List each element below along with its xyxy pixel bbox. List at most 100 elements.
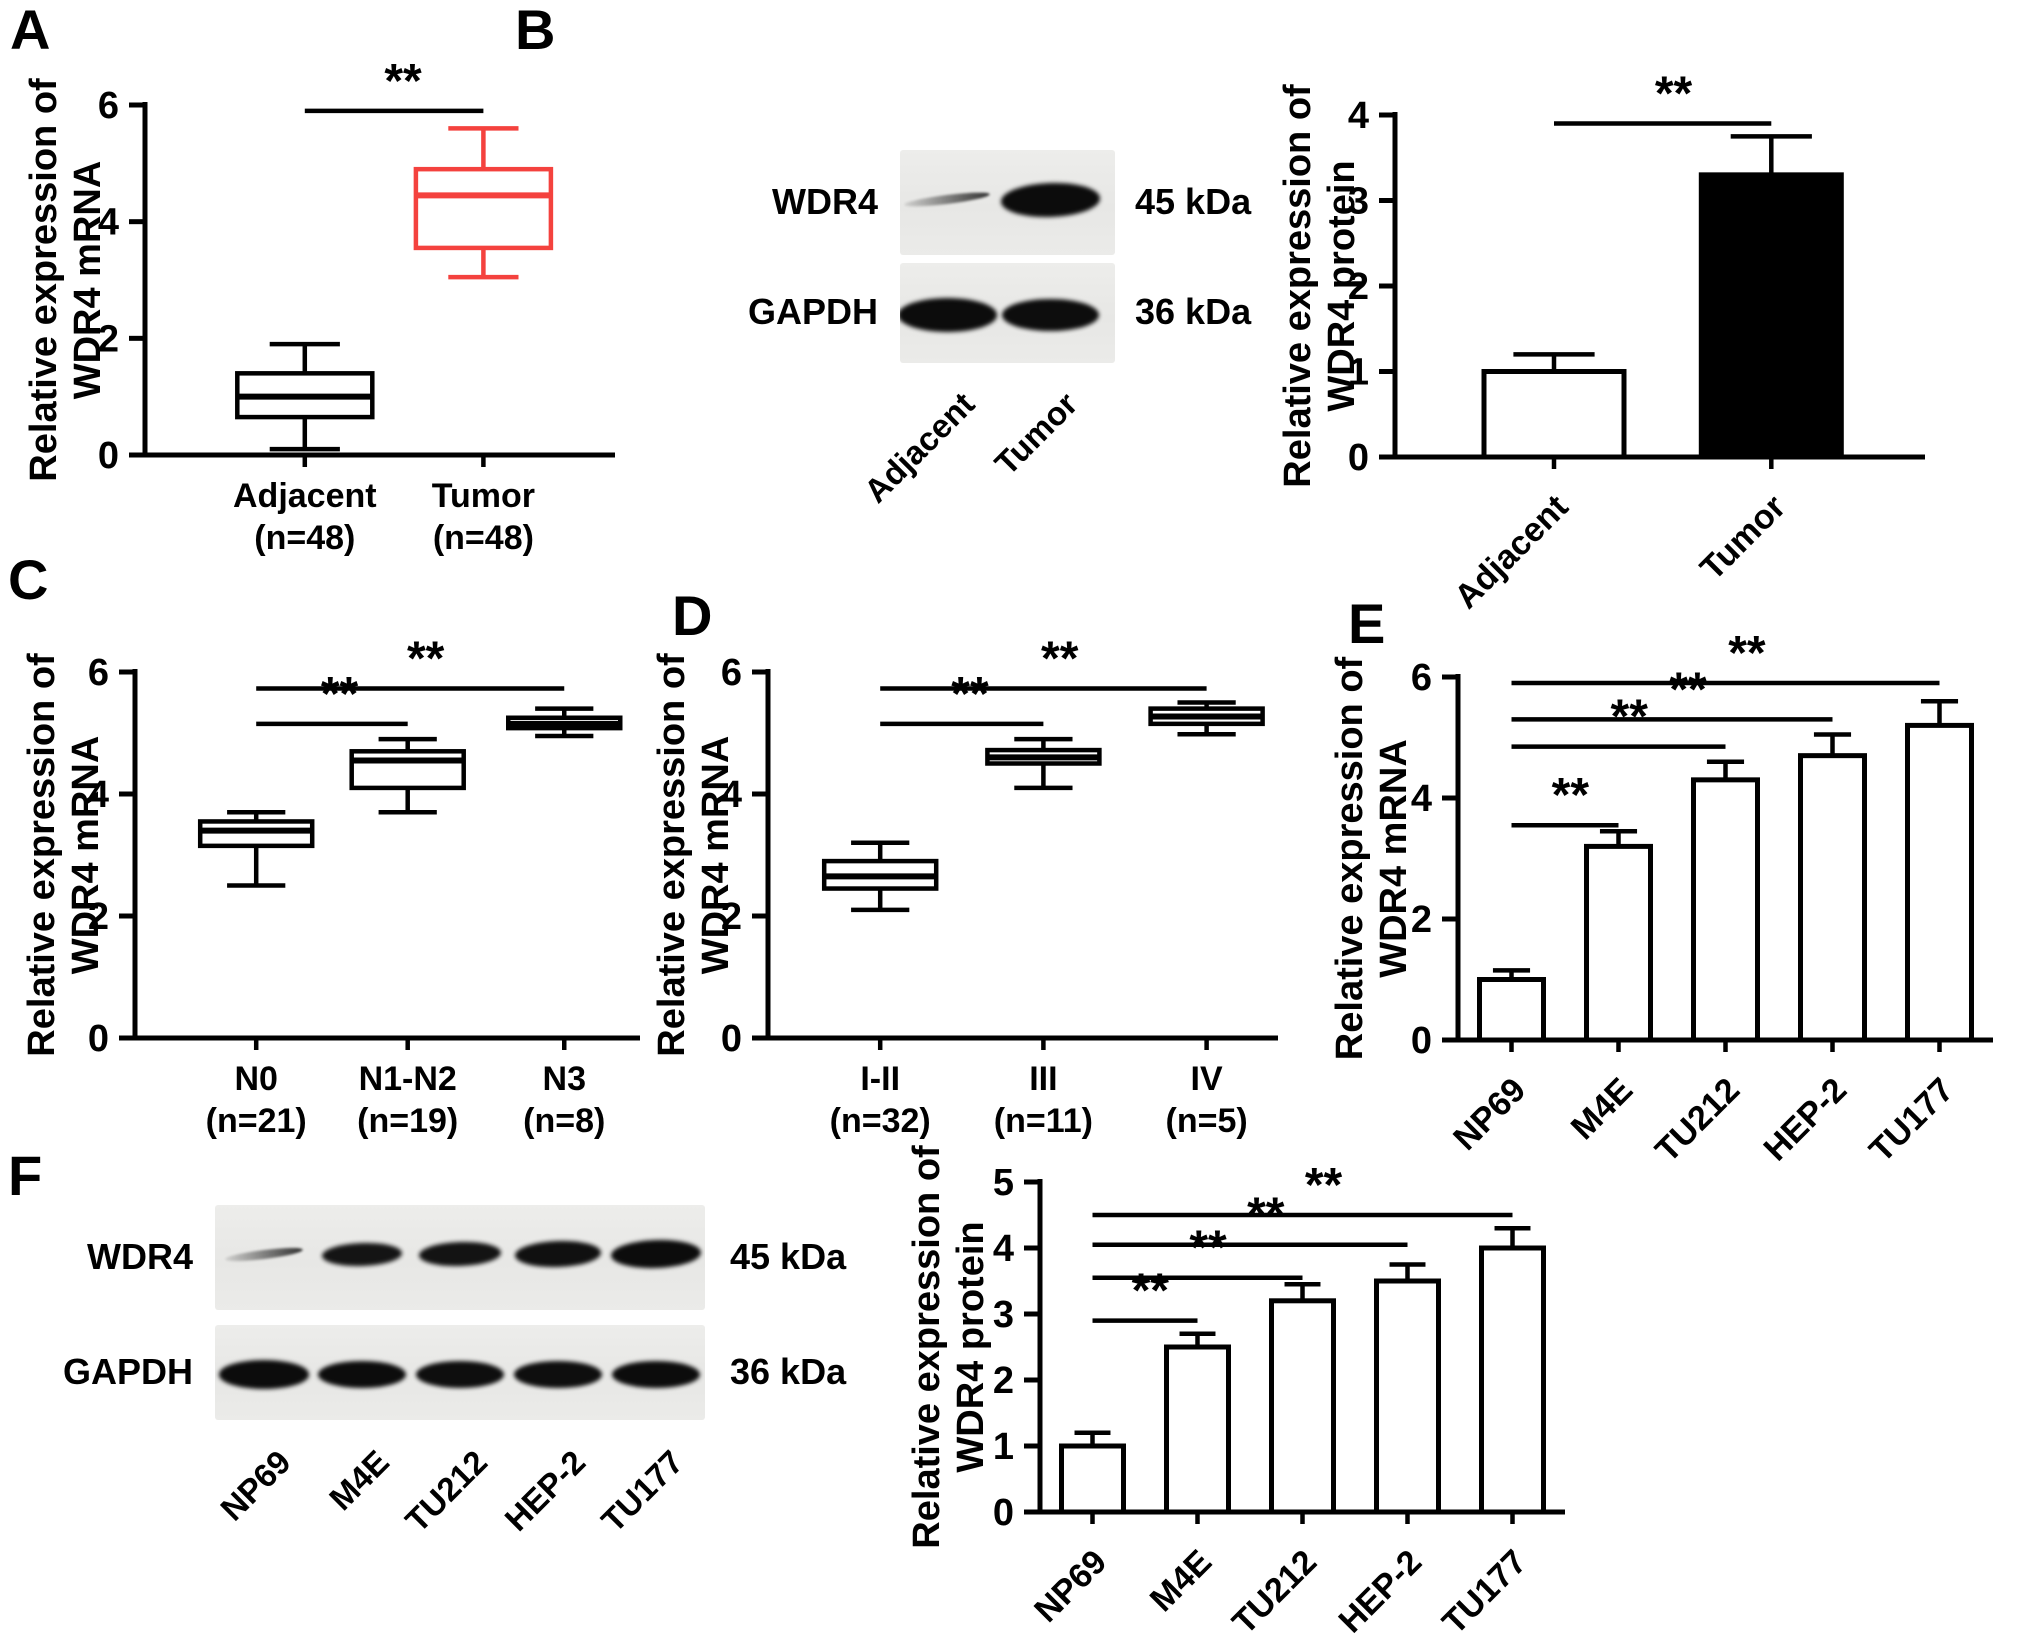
y-tick-label: 2 xyxy=(88,896,109,938)
bar-NP69 xyxy=(1059,1430,1126,1515)
y-axis-title: Relative expression of xyxy=(906,1145,948,1549)
bar-M4E xyxy=(1164,1331,1231,1515)
x-category-label: Tumor xyxy=(432,477,535,515)
blot-protein-label: WDR4 xyxy=(87,1235,193,1277)
blot-lane-label: Tumor xyxy=(987,385,1085,483)
significance-stars: ** xyxy=(384,55,422,108)
y-tick-label: 0 xyxy=(993,1492,1014,1534)
bar-Tumor xyxy=(1698,134,1844,460)
significance-stars: ** xyxy=(1611,691,1649,744)
x-category-label: IV xyxy=(1191,1060,1223,1098)
y-axis-title: Relative expression of xyxy=(1277,84,1319,488)
y-tick-label: 4 xyxy=(721,774,742,816)
y-tick-label: 3 xyxy=(993,1294,1014,1336)
y-tick-label: 0 xyxy=(98,435,119,477)
y-tick-label: 6 xyxy=(1411,657,1432,699)
blot-kda-label: 45 kDa xyxy=(1135,180,1252,222)
x-category-label: NP69 xyxy=(1027,1543,1114,1630)
significance-stars: ** xyxy=(951,668,989,721)
panel-a-boxplot-wdr4-mrna-tissue: 0 2 4 6 Relative expression of WDR4 mRNA Adjac… xyxy=(23,55,615,557)
protein-band xyxy=(418,1240,502,1268)
y-axis-title: WDR4 mRNA xyxy=(67,161,109,400)
y-axis-title: Relative expression of xyxy=(651,653,693,1057)
y-tick-label: 0 xyxy=(88,1018,109,1060)
significance-stars: ** xyxy=(1655,68,1693,121)
y-axis-title: Relative expression of xyxy=(1329,656,1371,1060)
y-tick-label: 4 xyxy=(1348,95,1369,137)
y-axis-title: WDR4 mRNA xyxy=(1373,739,1415,978)
blot-image-gapdh xyxy=(900,263,1115,363)
blot-lane-label: TU177 xyxy=(593,1443,691,1540)
x-category-label: TU212 xyxy=(1648,1071,1747,1170)
box-Adjacent xyxy=(235,341,375,452)
protein-band xyxy=(218,1360,310,1389)
y-axis-title: WDR4 protein xyxy=(1321,160,1363,411)
blot-image-wdr4 xyxy=(900,150,1115,255)
x-category-label: M4E xyxy=(1143,1543,1219,1619)
y-tick-label: 0 xyxy=(1411,1020,1432,1062)
protein-band xyxy=(224,1245,304,1264)
bar-HEP-2 xyxy=(1798,732,1867,1043)
blot-lane-label: M4E xyxy=(322,1443,397,1518)
y-axis-title: WDR4 mRNA xyxy=(695,736,737,975)
x-category-label: HEP-2 xyxy=(1331,1543,1429,1635)
bar-TU177 xyxy=(1479,1225,1546,1515)
y-tick-label: 5 xyxy=(993,1162,1014,1204)
y-tick-label: 2 xyxy=(993,1360,1014,1402)
panel-label-f: F xyxy=(8,1144,43,1207)
protein-band xyxy=(900,298,997,332)
panel-d-boxplot-wdr4-mrna-stage: 0 2 4 6 Relative expression of WDR4 mRNA I-II (… xyxy=(651,632,1278,1140)
box-N1-N2 xyxy=(349,736,466,815)
bar-TU212 xyxy=(1269,1282,1336,1515)
x-category-sublabel: (n=48) xyxy=(433,519,534,557)
y-axis-title: Relative expression of xyxy=(23,78,65,482)
blot-kda-label: 36 kDa xyxy=(730,1350,847,1392)
y-tick-label: 4 xyxy=(88,774,109,816)
box-IV xyxy=(1148,700,1265,737)
significance-stars: ** xyxy=(1132,1265,1170,1318)
y-axis-title: WDR4 protein xyxy=(950,1221,992,1472)
protein-band xyxy=(514,1361,602,1388)
blot-kda-label: 36 kDa xyxy=(1135,291,1252,332)
y-tick-label: 0 xyxy=(1348,437,1369,479)
x-category-sublabel: (n=19) xyxy=(357,1102,458,1140)
bar-TU212 xyxy=(1691,759,1760,1043)
x-category-label: TU212 xyxy=(1225,1543,1324,1635)
y-tick-label: 2 xyxy=(1348,266,1369,308)
panel-c-boxplot-wdr4-mrna-nstage: 0 2 4 6 Relative expression of WDR4 mRNA N0 (n=… xyxy=(21,632,640,1140)
x-category-label: Tumor xyxy=(1693,488,1793,588)
blot-lane-label: HEP-2 xyxy=(497,1443,593,1538)
x-category-sublabel: (n=8) xyxy=(523,1102,605,1140)
y-tick-label: 4 xyxy=(1411,778,1432,820)
x-category-sublabel: (n=11) xyxy=(994,1102,1093,1140)
blot-image-gapdh xyxy=(215,1325,705,1420)
significance-stars: ** xyxy=(1305,1159,1343,1212)
box-N3 xyxy=(506,706,623,739)
y-tick-label: 2 xyxy=(1411,899,1432,941)
protein-band xyxy=(904,189,991,210)
panel-label-d: D xyxy=(672,584,713,647)
protein-band xyxy=(1002,298,1099,332)
x-category-label: Adjacent xyxy=(233,477,377,515)
box-N0 xyxy=(197,810,315,888)
x-category-label: TU177 xyxy=(1862,1071,1961,1170)
y-tick-label: 6 xyxy=(721,652,742,694)
protein-band xyxy=(317,1360,407,1389)
significance-stars: ** xyxy=(1669,663,1707,716)
y-axis-title: WDR4 mRNA xyxy=(65,736,107,975)
significance-stars: ** xyxy=(321,668,359,721)
x-category-sublabel: (n=48) xyxy=(254,519,355,557)
x-category-sublabel: (n=5) xyxy=(1166,1102,1248,1140)
box-I-II xyxy=(821,840,939,913)
blot-lane-label: NP69 xyxy=(213,1443,299,1528)
bar-HEP-2 xyxy=(1374,1262,1441,1515)
bar-M4E xyxy=(1584,829,1653,1043)
x-category-label: I-II xyxy=(860,1060,900,1098)
x-category-label: III xyxy=(1029,1060,1057,1098)
box-Tumor xyxy=(413,126,554,280)
y-tick-label: 0 xyxy=(721,1018,742,1060)
significance-stars: ** xyxy=(1728,627,1766,680)
blot-protein-label: WDR4 xyxy=(772,180,878,222)
panel-f-western-blot: WDR4 45 kDa GAPDH 36 kDa NP69 M4E TU212 HEP-2 TU… xyxy=(30,1165,940,1635)
bar-Adjacent xyxy=(1481,352,1627,460)
